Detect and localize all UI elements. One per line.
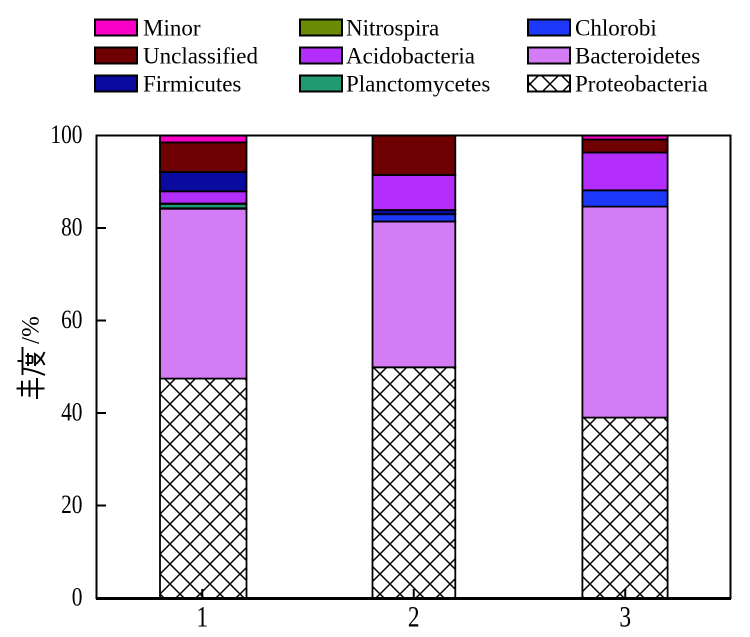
svg-text:100: 100 xyxy=(50,120,82,150)
svg-text:Acidobacteria: Acidobacteria xyxy=(346,44,475,69)
svg-text:3: 3 xyxy=(619,600,631,633)
svg-text:Bacteroidetes: Bacteroidetes xyxy=(575,44,700,69)
svg-text:Nitrospira: Nitrospira xyxy=(346,16,439,41)
svg-text:Unclassified: Unclassified xyxy=(143,44,258,69)
svg-text:1: 1 xyxy=(196,600,208,633)
svg-text:Proteobacteria: Proteobacteria xyxy=(575,72,708,97)
svg-text:/%: /% xyxy=(18,316,45,344)
svg-text:Minor: Minor xyxy=(143,16,201,41)
svg-text:Chlorobi: Chlorobi xyxy=(575,16,657,41)
svg-text:60: 60 xyxy=(61,305,82,335)
svg-text:2: 2 xyxy=(408,600,420,633)
svg-text:Firmicutes: Firmicutes xyxy=(143,72,241,97)
svg-text:20: 20 xyxy=(61,490,82,520)
svg-text:0: 0 xyxy=(72,582,83,612)
svg-text:Planctomycetes: Planctomycetes xyxy=(346,72,490,97)
svg-text:40: 40 xyxy=(61,397,82,427)
svg-text:80: 80 xyxy=(61,212,82,242)
